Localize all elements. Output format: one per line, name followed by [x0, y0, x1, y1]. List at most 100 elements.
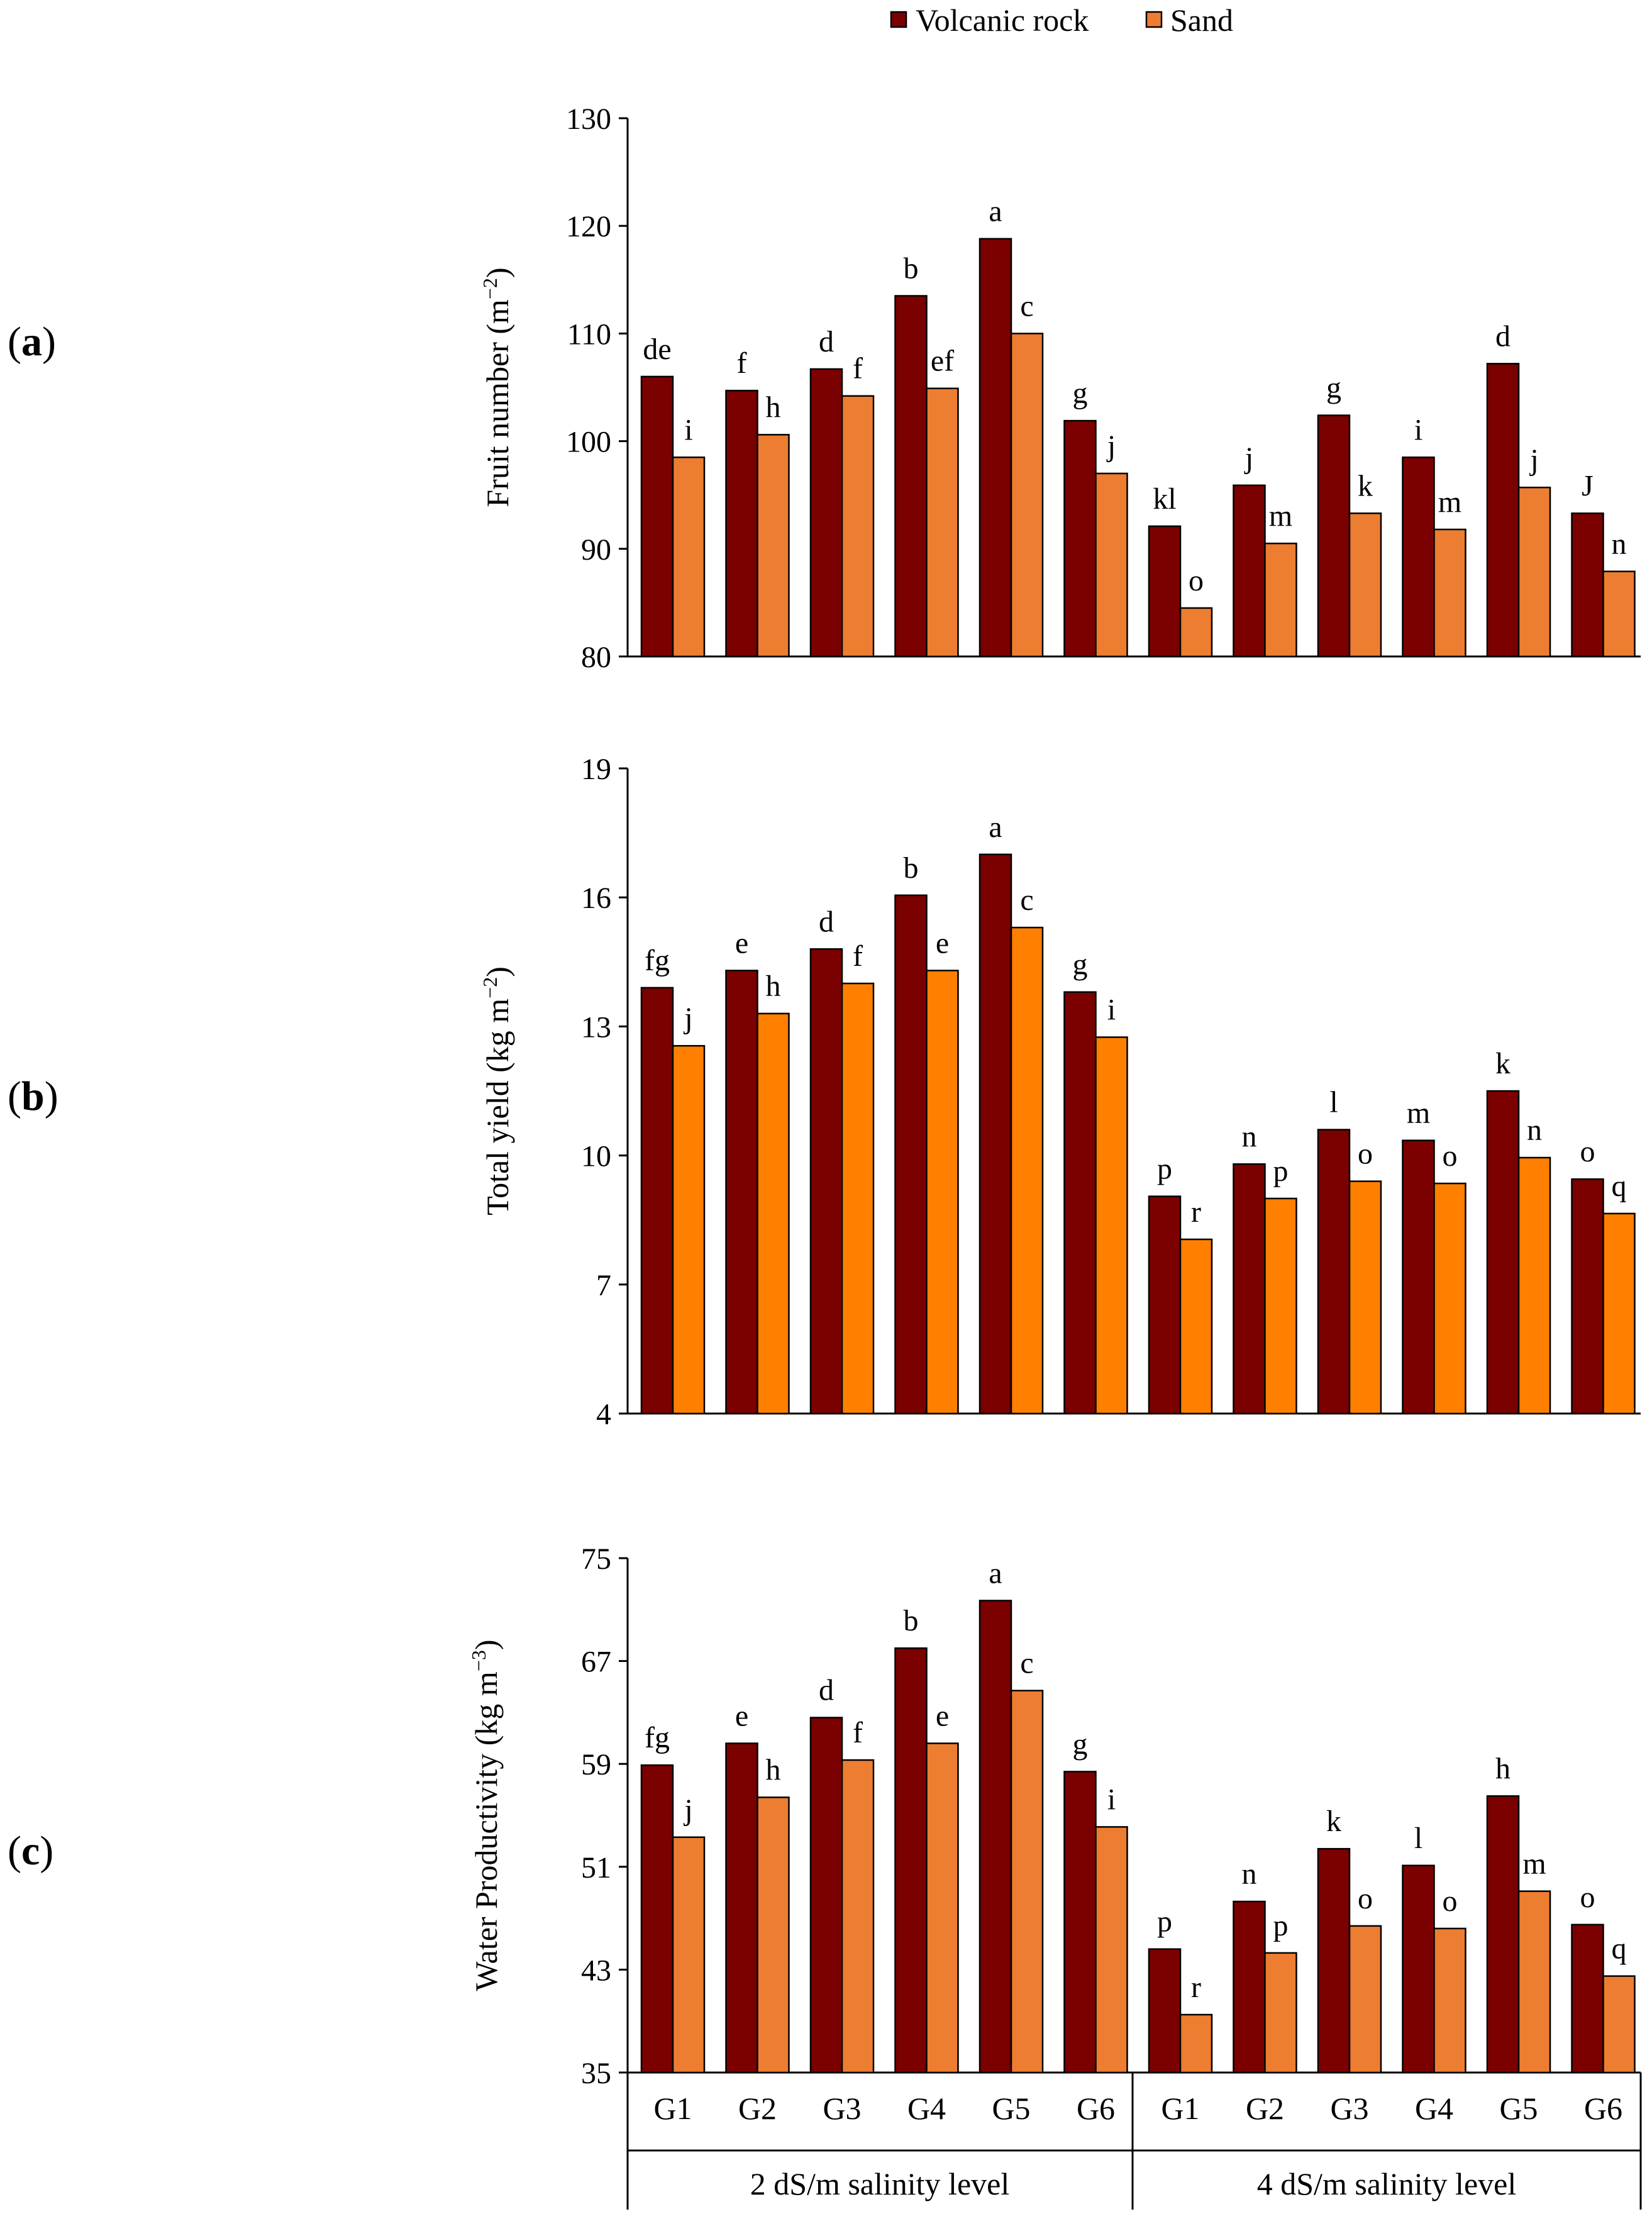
- bar-sand: [1010, 926, 1044, 1415]
- y-tick-label: 100: [566, 426, 611, 459]
- y-tick-label: 110: [567, 318, 611, 351]
- significance-label-sand: e: [936, 1699, 949, 1732]
- bar-volcanic-rock: [725, 389, 758, 658]
- significance-label-volcanic-rock: e: [735, 1699, 748, 1732]
- y-tick-label: 35: [581, 2057, 611, 2090]
- significance-label-sand: i: [1107, 994, 1116, 1027]
- bar-volcanic-rock: [640, 1764, 674, 2074]
- bar-volcanic-rock: [1402, 1864, 1435, 2074]
- y-tick-label: 80: [581, 641, 611, 674]
- significance-label-volcanic-rock: e: [735, 926, 748, 960]
- significance-label-sand: ef: [931, 345, 954, 378]
- bar-volcanic-rock: [978, 238, 1012, 658]
- y-tick-label: 43: [581, 1954, 611, 1987]
- significance-label-sand: h: [766, 390, 781, 424]
- significance-label-sand: o: [1189, 564, 1204, 597]
- panel-label-c: (c): [8, 1828, 53, 1874]
- panel-label-b: (b): [8, 1073, 58, 1119]
- bar-volcanic-rock: [1233, 1163, 1266, 1415]
- significance-label-sand: c: [1020, 1647, 1033, 1680]
- bar-sand: [1517, 1890, 1551, 2074]
- bar-sand: [926, 970, 959, 1415]
- bar-volcanic-rock: [894, 1647, 928, 2074]
- bar-sand: [1517, 1156, 1551, 1415]
- bar-sand: [1095, 1826, 1128, 2074]
- significance-label-sand: r: [1191, 1971, 1201, 2004]
- bar-sand: [1095, 472, 1128, 658]
- panel-label-a: (a): [8, 319, 56, 365]
- bar-volcanic-rock: [640, 375, 674, 658]
- bar-sand: [1264, 542, 1297, 658]
- significance-label-sand: o: [1443, 1139, 1458, 1173]
- bar-volcanic-rock: [809, 1717, 843, 2074]
- bar-volcanic-rock: [809, 948, 843, 1415]
- significance-label-sand: j: [1106, 429, 1116, 463]
- significance-label-sand: i: [1107, 1783, 1116, 1816]
- legend: Volcanic rock Sand: [890, 3, 1233, 38]
- significance-label-sand: m: [1522, 1847, 1546, 1881]
- significance-label-sand: j: [683, 1793, 692, 1827]
- bar-sand: [1010, 333, 1044, 658]
- bar-sand: [1264, 1197, 1297, 1415]
- significance-label-volcanic-rock: p: [1157, 1905, 1172, 1939]
- bar-volcanic-rock: [1486, 363, 1520, 658]
- bar-volcanic-rock: [1233, 484, 1266, 658]
- significance-label-sand: c: [1020, 883, 1033, 917]
- bar-sand: [1179, 607, 1213, 658]
- bar-volcanic-rock: [1571, 1178, 1604, 1415]
- y-tick-label: 59: [581, 1748, 611, 1781]
- panel-water-productivity: 35 43 51 59 67 75 Water Productivity (kg m−3) f…: [467, 1542, 1641, 2090]
- bar-volcanic-rock: [1233, 1900, 1266, 2074]
- significance-label-volcanic-rock: n: [1242, 1857, 1257, 1891]
- category-label: G2: [738, 2091, 777, 2126]
- significance-label-sand: j: [1529, 443, 1538, 477]
- y-tick-label: 19: [581, 753, 611, 786]
- significance-label-sand: j: [683, 1002, 692, 1035]
- y-tick-label: 16: [581, 882, 611, 915]
- significance-label-sand: n: [1527, 1114, 1542, 1147]
- bar-sand: [1433, 1182, 1466, 1415]
- y-tick-label: 51: [581, 1851, 611, 1885]
- bar-volcanic-rock: [894, 894, 928, 1415]
- bar-sand: [672, 1044, 706, 1415]
- category-label: G4: [1415, 2091, 1453, 2126]
- category-label: G3: [1330, 2091, 1368, 2126]
- bar-sand: [1348, 512, 1382, 658]
- bar-volcanic-rock: [1063, 419, 1097, 658]
- category-axis: 2 dS/m salinity level 4 dS/m salinity le…: [626, 2073, 1642, 2210]
- bar-sand: [672, 1836, 706, 2074]
- significance-label-sand: e: [936, 926, 949, 960]
- bar-sand: [1348, 1925, 1382, 2074]
- bar-volcanic-rock: [978, 1600, 1012, 2074]
- category-label: G3: [823, 2091, 861, 2126]
- bar-sand: [1095, 1036, 1128, 1415]
- legend-label-volcanic-rock: Volcanic rock: [916, 3, 1089, 38]
- significance-label-volcanic-rock: d: [819, 905, 834, 938]
- y-tick-label: 13: [581, 1010, 611, 1044]
- significance-label-volcanic-rock: b: [904, 252, 919, 285]
- bar-sand: [1602, 1975, 1636, 2074]
- y-tick-label: 7: [596, 1269, 611, 1302]
- significance-label-sand: c: [1020, 289, 1033, 323]
- significance-label-volcanic-rock: l: [1414, 1822, 1422, 1855]
- salinity-level-label-4: 4 dS/m salinity level: [1257, 2166, 1516, 2201]
- bar-volcanic-rock: [1486, 1795, 1520, 2074]
- category-label: G6: [1584, 2091, 1622, 2126]
- bar-volcanic-rock: [1148, 525, 1182, 658]
- bar-sand: [1010, 1690, 1044, 2074]
- legend-swatch-sand: [1145, 11, 1163, 28]
- bar-sand: [1179, 2013, 1213, 2074]
- significance-label-volcanic-rock: b: [904, 851, 919, 885]
- bar-volcanic-rock: [1317, 1847, 1351, 2074]
- bar-volcanic-rock: [894, 295, 928, 658]
- y-tick-label: 130: [566, 102, 611, 136]
- significance-label-volcanic-rock: a: [989, 1556, 1002, 1590]
- significance-label-sand: p: [1273, 1154, 1289, 1188]
- bar-sand: [926, 387, 959, 658]
- bar-volcanic-rock: [1063, 991, 1097, 1415]
- bar-volcanic-rock: [1402, 1139, 1435, 1415]
- bar-volcanic-rock: [1486, 1090, 1520, 1415]
- bar-volcanic-rock: [1571, 1923, 1604, 2074]
